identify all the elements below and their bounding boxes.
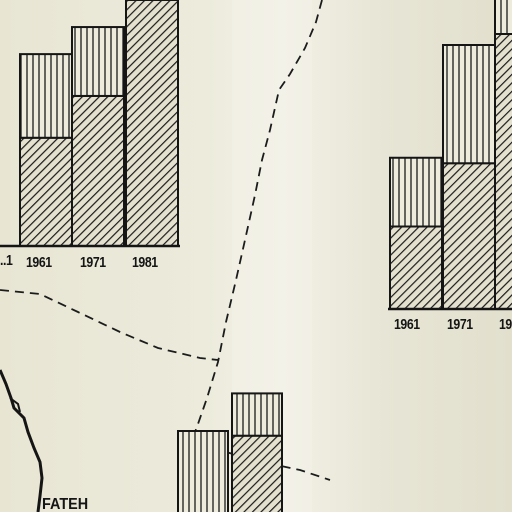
bottom-chart — [177, 392, 283, 512]
river-bank-line — [9, 397, 21, 413]
right-chart-bar-1961-upper — [389, 156, 443, 228]
left-chart-bar-1981-lower — [125, 0, 179, 247]
left-chart-bar-1971-lower — [71, 94, 125, 247]
right-chart-tick-label-1961: 1961 — [394, 316, 420, 333]
left-chart-bar-1961-upper — [19, 53, 73, 139]
boundary-branch-line — [0, 289, 219, 361]
left-chart-bar-1971-upper — [71, 26, 125, 97]
right-chart-bar-1971-upper — [442, 44, 496, 165]
bottom-chart-bar-col1-upper — [231, 392, 283, 437]
town-label-fateh: FATEH — [42, 496, 89, 512]
left-chart-tick-label-1961: 1961 — [26, 254, 52, 271]
left-chart-tick-label-1981: 1981 — [132, 254, 158, 271]
left-chart-clipped-label: ..1 — [0, 252, 13, 269]
left-chart — [0, 0, 180, 248]
river-line — [0, 369, 44, 512]
bottom-chart-bar-col1-lower — [231, 434, 283, 512]
right-chart-bar-19..-upper — [494, 0, 512, 35]
right-chart — [388, 0, 512, 311]
right-chart-bar-1961-lower — [389, 225, 443, 310]
right-chart-bar-1971-lower — [442, 162, 496, 310]
right-chart-bar-19..-lower — [494, 33, 512, 310]
left-chart-tick-label-1971: 1971 — [80, 254, 106, 271]
right-chart-tick-label-1971: 1971 — [447, 316, 473, 333]
bottom-chart-bar-col0-upper — [177, 430, 229, 512]
left-chart-bar-1961-lower — [19, 136, 73, 247]
right-chart-tick-label-19: 19.. — [499, 316, 512, 333]
